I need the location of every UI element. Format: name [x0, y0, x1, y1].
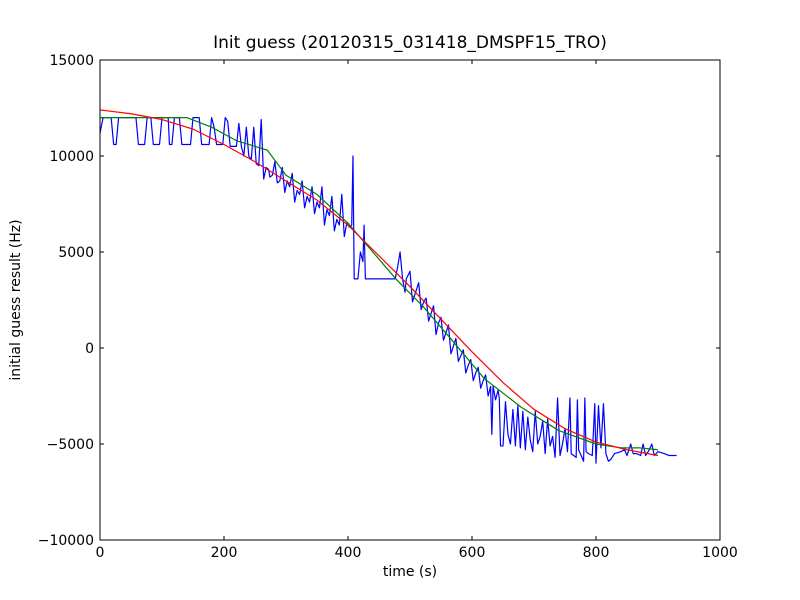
series-line-smoothed: [100, 116, 659, 451]
x-tick-label: 800: [583, 545, 610, 561]
plot-area: [100, 60, 720, 540]
y-tick-label: −5000: [47, 437, 94, 453]
x-tick-label: 200: [211, 545, 238, 561]
series-line-fit: [99, 109, 659, 457]
ticks-layer: 0 200 400 600 800 1000 −10000 −5000 0 5000 10000 15…: [38, 53, 738, 561]
y-axis-label: initial guess result (Hz): [8, 219, 24, 380]
chart-title: Init guess (20120315_031418_DMSPF15_TRO): [213, 33, 607, 53]
x-axis-label: time (s): [383, 564, 437, 580]
y-tick-label: 5000: [58, 245, 94, 261]
y-tick-label: 10000: [49, 149, 94, 165]
series-layer: [99, 109, 677, 464]
x-tick-label: 0: [96, 545, 105, 561]
x-tick-label: 400: [335, 545, 362, 561]
x-tick-label: 600: [459, 545, 486, 561]
plot-border: [99, 59, 721, 541]
y-tick-label: 0: [85, 341, 94, 357]
x-tick-label: 1000: [702, 545, 738, 561]
y-tick-label: −10000: [38, 533, 94, 549]
y-tick-label: 15000: [49, 53, 94, 69]
